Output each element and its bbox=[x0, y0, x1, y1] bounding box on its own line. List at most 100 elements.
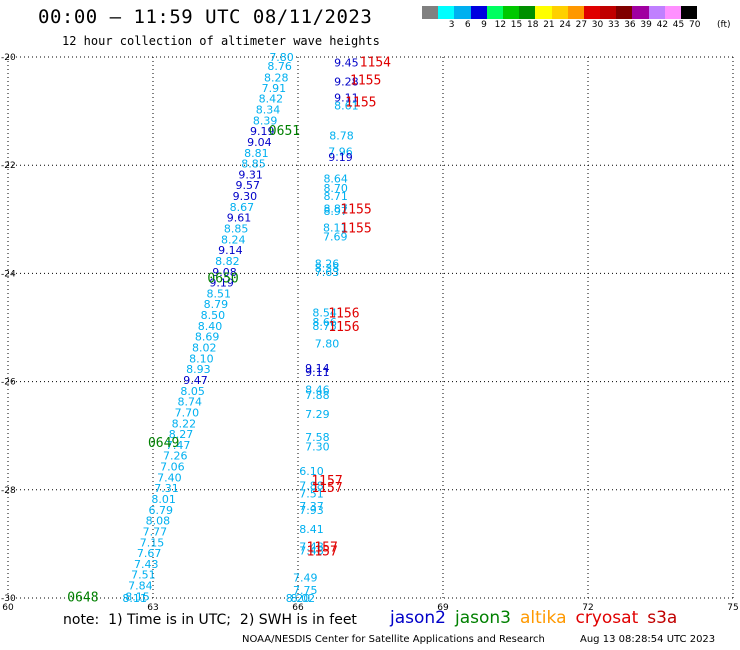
swh-value: 8.61 bbox=[334, 100, 359, 113]
swh-value: 8.85 bbox=[224, 222, 249, 235]
satellite-label-jason2: jason2 bbox=[390, 608, 446, 628]
x-tick-label: 66 bbox=[292, 603, 304, 613]
swh-value: 8.81 bbox=[244, 147, 269, 160]
legend-labels: (ft) 3 6 9 12 15 18 21 24 27 30 33 36 39 42 45 70 bbox=[422, 19, 732, 33]
swh-value: 7.96 bbox=[328, 146, 353, 159]
swh-value: 7.63 bbox=[315, 266, 340, 279]
y-tick-label: -30 bbox=[1, 594, 16, 604]
time-label: 1155 bbox=[340, 221, 371, 236]
swh-value: 7.84 bbox=[128, 580, 153, 593]
time-label: 0650 bbox=[207, 272, 238, 287]
swh-value: 7.26 bbox=[163, 450, 188, 463]
swh-value: 7.37 bbox=[299, 500, 324, 513]
swh-value: 7.48 bbox=[299, 544, 324, 557]
legend-tick-label: 12 bbox=[494, 20, 507, 30]
swh-value: 8.69 bbox=[195, 331, 220, 344]
swh-value: 8.70 bbox=[323, 182, 348, 195]
swh-value: 7.69 bbox=[323, 231, 348, 244]
swh-value: 7.40 bbox=[157, 471, 182, 484]
legend-tick-label: 70 bbox=[689, 20, 701, 30]
legend-swatch bbox=[519, 6, 536, 19]
swh-value: 7.93 bbox=[299, 504, 324, 517]
swh-value: 8.75 bbox=[312, 320, 337, 333]
swh-value: 8.54 bbox=[312, 306, 337, 319]
swh-value: 8.28 bbox=[264, 72, 289, 85]
timestamp-text: Aug 13 08:28:54 UTC 2023 bbox=[580, 634, 716, 645]
legend-tick-label: 3 bbox=[448, 20, 455, 30]
satellite-legend: jason2 jason3 altika cryosat s3a bbox=[390, 608, 686, 628]
swh-value: 8.79 bbox=[204, 298, 229, 311]
swh-value: 8.40 bbox=[198, 320, 223, 333]
swh-value: 8.02 bbox=[291, 592, 316, 605]
legend-swatch bbox=[600, 6, 617, 19]
x-tick-label: 69 bbox=[437, 603, 449, 613]
legend-swatch bbox=[422, 6, 439, 19]
time-label: 1154 bbox=[360, 55, 391, 70]
swh-value: 8.66 bbox=[312, 316, 337, 329]
swh-value: 9.45 bbox=[334, 56, 359, 69]
swh-value: 8.24 bbox=[221, 233, 246, 246]
swh-value: 9.19 bbox=[250, 125, 275, 138]
legend-swatch bbox=[616, 6, 633, 19]
swh-value: 6.10 bbox=[299, 465, 324, 478]
swh-value: 7.70 bbox=[175, 406, 200, 419]
legend-tick-label: 24 bbox=[559, 20, 571, 30]
swh-value: 9.30 bbox=[233, 190, 258, 203]
legend-tick-label: 39 bbox=[640, 20, 652, 30]
plot-grid bbox=[7, 56, 734, 599]
legend-tick-label: 15 bbox=[510, 20, 523, 30]
swh-value: 9.04 bbox=[247, 136, 272, 149]
time-label: 1156 bbox=[328, 320, 359, 335]
legend-tick-label: 9 bbox=[481, 20, 487, 30]
swh-value: 8.82 bbox=[215, 255, 240, 268]
swh-value: 9.61 bbox=[227, 212, 252, 225]
time-label: 1157 bbox=[311, 481, 342, 496]
swh-value: 8.15 bbox=[125, 590, 150, 603]
swh-value: 8.85 bbox=[241, 158, 266, 171]
legend-tick-label: 30 bbox=[591, 20, 604, 30]
swh-value: 6.79 bbox=[148, 504, 173, 517]
legend-tick-label: 18 bbox=[527, 20, 539, 30]
swh-value: 8.27 bbox=[169, 428, 194, 441]
legend-swatch bbox=[583, 6, 601, 19]
swh-value: 7.77 bbox=[143, 525, 168, 538]
legend-swatch bbox=[632, 6, 649, 19]
time-label: 1157 bbox=[307, 541, 338, 556]
satellite-label-cryosat: cryosat bbox=[575, 608, 639, 628]
swh-value: 8.05 bbox=[180, 385, 205, 398]
x-tick-label: 63 bbox=[147, 603, 158, 613]
x-tick-label: 75 bbox=[727, 603, 738, 613]
legend-swatch bbox=[502, 6, 520, 19]
swh-value: 7.15 bbox=[140, 536, 165, 549]
time-label: 0651 bbox=[269, 124, 300, 139]
swh-value: 8.02 bbox=[192, 342, 217, 355]
swh-value: 8.38 bbox=[315, 262, 340, 275]
time-label: 0648 bbox=[67, 590, 98, 605]
swh-value: 7.58 bbox=[305, 431, 330, 444]
legend-tick-label: 33 bbox=[608, 20, 620, 30]
swh-value: 8.46 bbox=[305, 384, 330, 397]
satellite-label-jason3: jason3 bbox=[455, 608, 511, 628]
swh-value: 8.51 bbox=[206, 287, 231, 300]
swh-value: 8.20 bbox=[286, 592, 311, 605]
swh-value: 9.57 bbox=[235, 179, 260, 192]
swh-value: 7.91 bbox=[262, 82, 287, 95]
time-label: 1157 bbox=[307, 544, 338, 559]
swh-value: 7.80 bbox=[315, 338, 340, 351]
plot-points: 7.808.768.287.918.428.348.399.199.048.81… bbox=[122, 51, 358, 605]
swh-value: 8.41 bbox=[299, 523, 324, 536]
swh-value: 8.08 bbox=[146, 515, 171, 528]
swh-value: 8.67 bbox=[230, 201, 255, 214]
swh-value: 9.47 bbox=[183, 374, 208, 387]
time-label: 1155 bbox=[350, 74, 381, 89]
legend-tick-label: 45 bbox=[672, 20, 685, 30]
time-label: 1156 bbox=[328, 306, 359, 321]
legend-swatch bbox=[648, 6, 665, 19]
legend-swatch bbox=[535, 6, 552, 19]
swh-value: 9.11 bbox=[305, 366, 330, 379]
legend-swatches bbox=[422, 6, 732, 19]
swh-value: 8.01 bbox=[151, 493, 176, 506]
swh-value: 9.31 bbox=[238, 168, 263, 181]
plot-axes: 60 63 66 69 72 75 -20 -22 -24 -26 -28 -30 bbox=[1, 53, 739, 613]
swh-value: 7.49 bbox=[293, 571, 318, 584]
